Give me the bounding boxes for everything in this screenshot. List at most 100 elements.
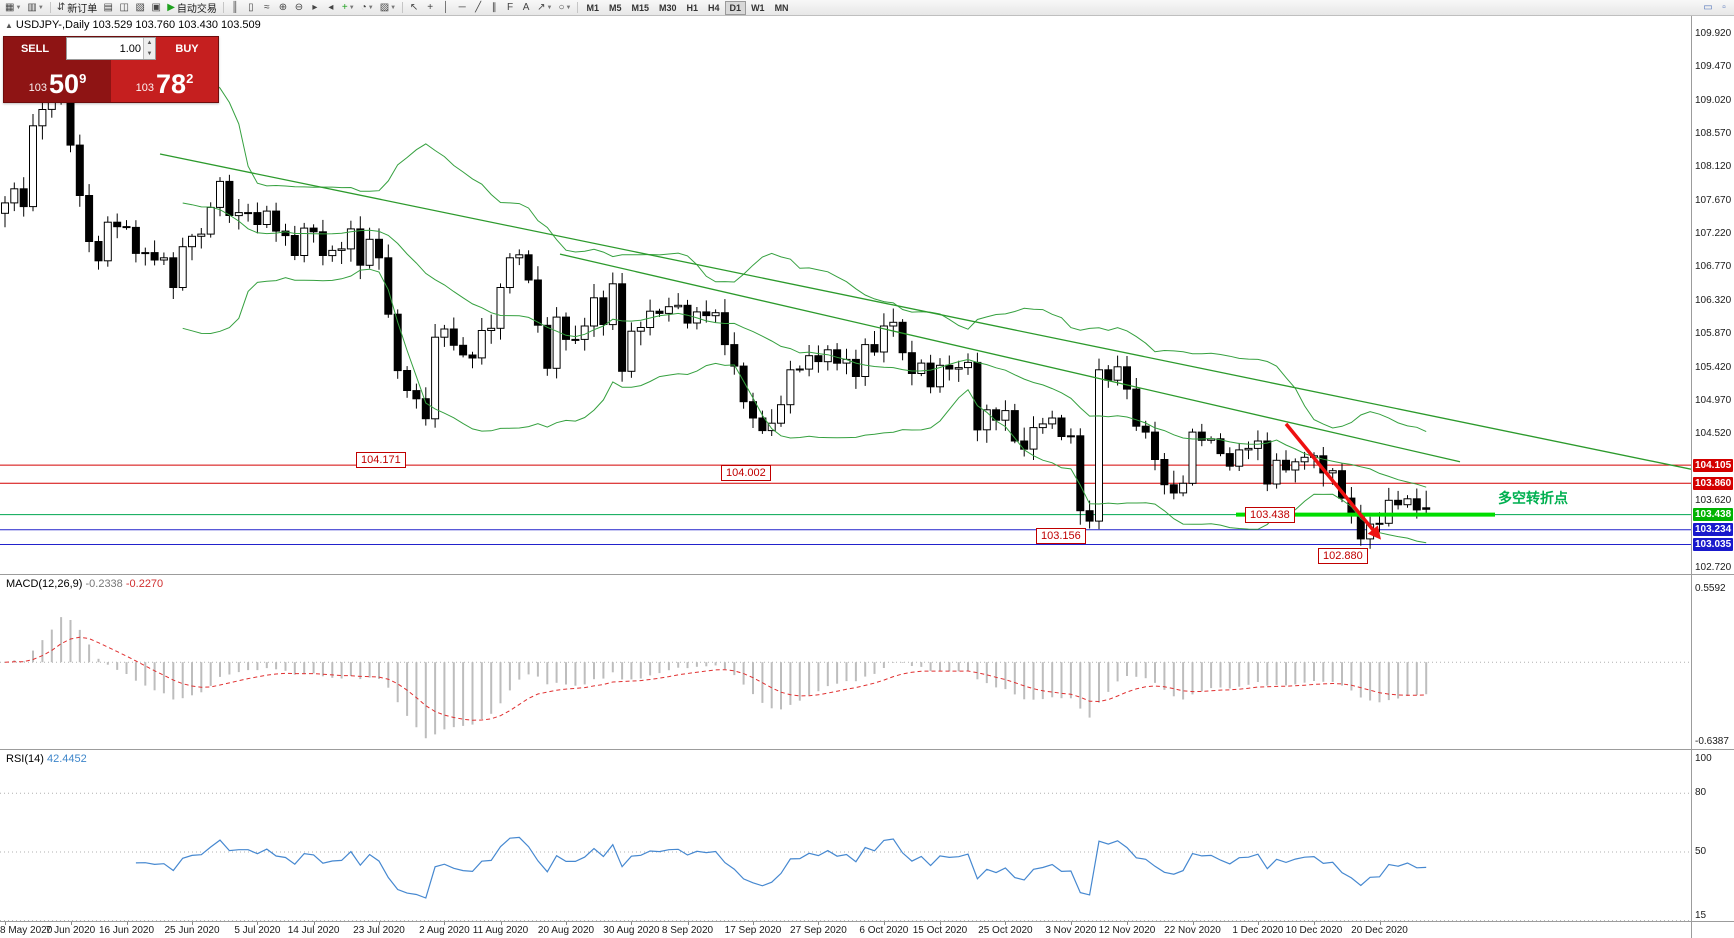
timeframe-m30-button[interactable]: M30	[659, 2, 677, 13]
candlestick-chart-icon[interactable]: ▯	[243, 1, 259, 15]
templates-icon: ▨	[379, 1, 390, 13]
price-tag: 103.438	[1693, 508, 1734, 522]
autotrading-play-icon: ▶	[167, 1, 175, 13]
trade-panel-collapse-icon[interactable]: ▲	[5, 21, 13, 30]
zoom-out-icon: ⊖	[294, 1, 304, 13]
periods-icon[interactable]: ◔ ▼	[358, 1, 377, 15]
buy-price-pip: 2	[186, 71, 194, 86]
price-label-box[interactable]: 104.002	[721, 464, 771, 481]
volume-input[interactable]	[67, 38, 143, 59]
autotrading-button[interactable]: ▶ 自动交易	[164, 1, 220, 16]
price-tick-label: 104.520	[1695, 428, 1732, 440]
channel-icon[interactable]: ∥	[486, 1, 502, 15]
navigator-icon[interactable]: ▧	[132, 1, 148, 15]
sell-button[interactable]: SELL	[4, 37, 66, 60]
cursor-icon[interactable]: ↖	[406, 1, 422, 15]
market-watch-icon: ▤	[103, 1, 113, 13]
terminal-icon[interactable]: ▣	[148, 1, 164, 15]
auto-scroll-icon: ▸	[312, 1, 318, 13]
date-label: 30 Aug 2020	[603, 925, 660, 936]
timeframe-h1-button[interactable]: H1	[686, 2, 699, 13]
indicators-icon[interactable]: + ▼	[339, 1, 358, 15]
chart-shift-icon: ◂	[328, 1, 334, 13]
price-axis[interactable]: 109.920 109.470 109.020 108.570 108.120 107.6…	[1692, 0, 1734, 938]
timeframe-m15-button[interactable]: M15	[631, 2, 649, 13]
new-chart-icon[interactable]: ▦ ▼	[2, 1, 24, 15]
volume-decrease-button[interactable]: ▼	[144, 48, 155, 59]
pane-separator[interactable]	[0, 749, 1734, 750]
full-screen-icon: ▭	[1703, 1, 1713, 13]
time-tick	[631, 922, 633, 925]
rsi-tick-label: 15	[1695, 910, 1707, 921]
line-chart-icon: ≈	[264, 1, 270, 13]
sell-price-button[interactable]: 103 50 9	[4, 60, 111, 102]
templates-icon[interactable]: ▨ ▼	[377, 1, 399, 15]
autotrading-button-label: 自动交易	[176, 4, 217, 15]
horizontal-line-icon[interactable]: ─	[454, 1, 470, 15]
shapes-tool-icon: ○	[558, 1, 565, 13]
buy-button[interactable]: BUY	[156, 37, 218, 60]
text-tool-icon[interactable]: A	[518, 1, 534, 15]
price-tick-label: 102.720	[1695, 561, 1732, 573]
date-label: 23 Jul 2020	[353, 925, 405, 936]
price-label-box[interactable]: 104.171	[356, 452, 406, 469]
vertical-line-icon[interactable]: │	[438, 1, 454, 15]
shapes-tool-icon[interactable]: ○ ▼	[555, 1, 574, 15]
profiles-icon[interactable]: ▥ ▼	[24, 1, 46, 15]
time-tick	[1257, 922, 1259, 925]
sell-price-handle: 103	[28, 82, 48, 94]
market-watch-icon[interactable]: ▤	[100, 1, 116, 15]
time-tick	[687, 922, 689, 925]
fibonacci-icon[interactable]: F	[502, 1, 518, 15]
timeframe-h4-button[interactable]: H4	[708, 2, 720, 13]
full-screen-icon[interactable]: ▭	[1700, 1, 1716, 15]
zoom-out-icon[interactable]: ⊖	[291, 1, 307, 15]
time-tick	[753, 922, 754, 925]
data-window-icon[interactable]: ◫	[116, 1, 132, 15]
time-tick	[1192, 922, 1194, 925]
price-label-box[interactable]: 103.156	[1036, 527, 1086, 544]
horizontal-line-icon: ─	[458, 1, 466, 13]
chevron-down-icon: ▼	[367, 4, 374, 11]
toolbar-separator	[577, 2, 579, 13]
crosshair-icon[interactable]: +	[422, 1, 438, 15]
date-label: 8 May 2020	[0, 925, 53, 936]
annotation-text[interactable]: 多空转折点	[1498, 490, 1568, 507]
auto-scroll-icon[interactable]: ▸	[307, 1, 323, 15]
arrows-tool-icon[interactable]: ↗ ▼	[534, 1, 555, 15]
price-label-box[interactable]: 103.438	[1245, 506, 1295, 523]
toolbar-separator	[49, 2, 51, 13]
timeframe-m5-button[interactable]: M5	[608, 2, 622, 13]
price-tick-label: 109.920	[1695, 27, 1732, 39]
timeframe-w1-button[interactable]: W1	[751, 2, 765, 13]
timeframe-d1-button[interactable]: D1	[724, 0, 747, 15]
bar-chart-icon[interactable]: ║	[227, 1, 243, 15]
timeframe-mn-button[interactable]: MN	[774, 2, 789, 13]
price-tick-label: 106.770	[1695, 261, 1732, 273]
trendline-icon[interactable]: ╱	[470, 1, 486, 15]
time-axis[interactable]: 8 May 2020 7 Jun 2020 16 Jun 2020 25 Jun 20…	[0, 922, 1691, 938]
price-tag: 103.035	[1693, 537, 1734, 551]
channel-icon: ∥	[491, 1, 497, 13]
line-chart-icon[interactable]: ≈	[259, 1, 275, 15]
time-tick	[257, 922, 259, 925]
buy-price-button[interactable]: 103 78 2	[111, 60, 218, 102]
new-window-icon[interactable]: ▫	[1716, 1, 1732, 15]
volume-increase-button[interactable]: ▲	[144, 38, 155, 49]
time-tick	[500, 922, 502, 925]
price-tick-label: 105.420	[1695, 361, 1732, 373]
timeframe-m1-button[interactable]: M1	[586, 2, 599, 13]
date-label: 27 Sep 2020	[790, 925, 847, 936]
price-label-box[interactable]: 102.880	[1318, 548, 1368, 564]
date-label: 14 Jul 2020	[287, 925, 340, 936]
chart-shift-icon[interactable]: ◂	[323, 1, 339, 15]
new-order-button[interactable]: ⇵ 新订单	[54, 1, 100, 16]
price-tick-label: 104.970	[1695, 394, 1732, 406]
new-order-button-label: 新订单	[67, 4, 98, 15]
zoom-in-icon[interactable]: ⊕	[275, 1, 291, 15]
price-tag: 103.860	[1693, 476, 1734, 490]
pane-separator[interactable]	[0, 921, 1734, 922]
pane-separator[interactable]	[0, 574, 1734, 575]
